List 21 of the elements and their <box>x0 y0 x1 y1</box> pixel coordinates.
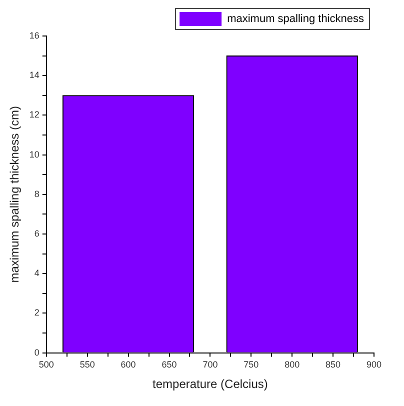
x-tick-label: 850 <box>326 360 341 370</box>
y-tick-label: 6 <box>34 228 40 238</box>
x-tick-label: 750 <box>244 360 259 370</box>
legend-label: maximum spalling thickness <box>227 13 364 26</box>
y-tick-label: 8 <box>34 188 40 199</box>
y-tick-label: 10 <box>29 149 40 160</box>
y-tick-label: 0 <box>34 347 40 358</box>
x-tick-label: 800 <box>284 360 300 370</box>
y-tick-label: 2 <box>34 308 40 318</box>
x-axis-title: temperature (Celcius) <box>152 377 268 392</box>
y-tick-label: 14 <box>29 70 40 80</box>
x-tick-label: 700 <box>202 360 218 370</box>
x-tick-label: 650 <box>162 360 177 370</box>
y-tick-label: 16 <box>29 30 40 40</box>
x-tick-label: 600 <box>120 360 136 370</box>
y-tick-label: 12 <box>29 110 40 120</box>
x-tick-label: 900 <box>366 360 382 370</box>
y-tick-label: 4 <box>34 268 40 278</box>
x-tick-label: 550 <box>80 360 95 370</box>
x-tick-label: 500 <box>38 360 54 370</box>
y-axis-title: maximum spalling thickness (cm) <box>8 106 22 283</box>
